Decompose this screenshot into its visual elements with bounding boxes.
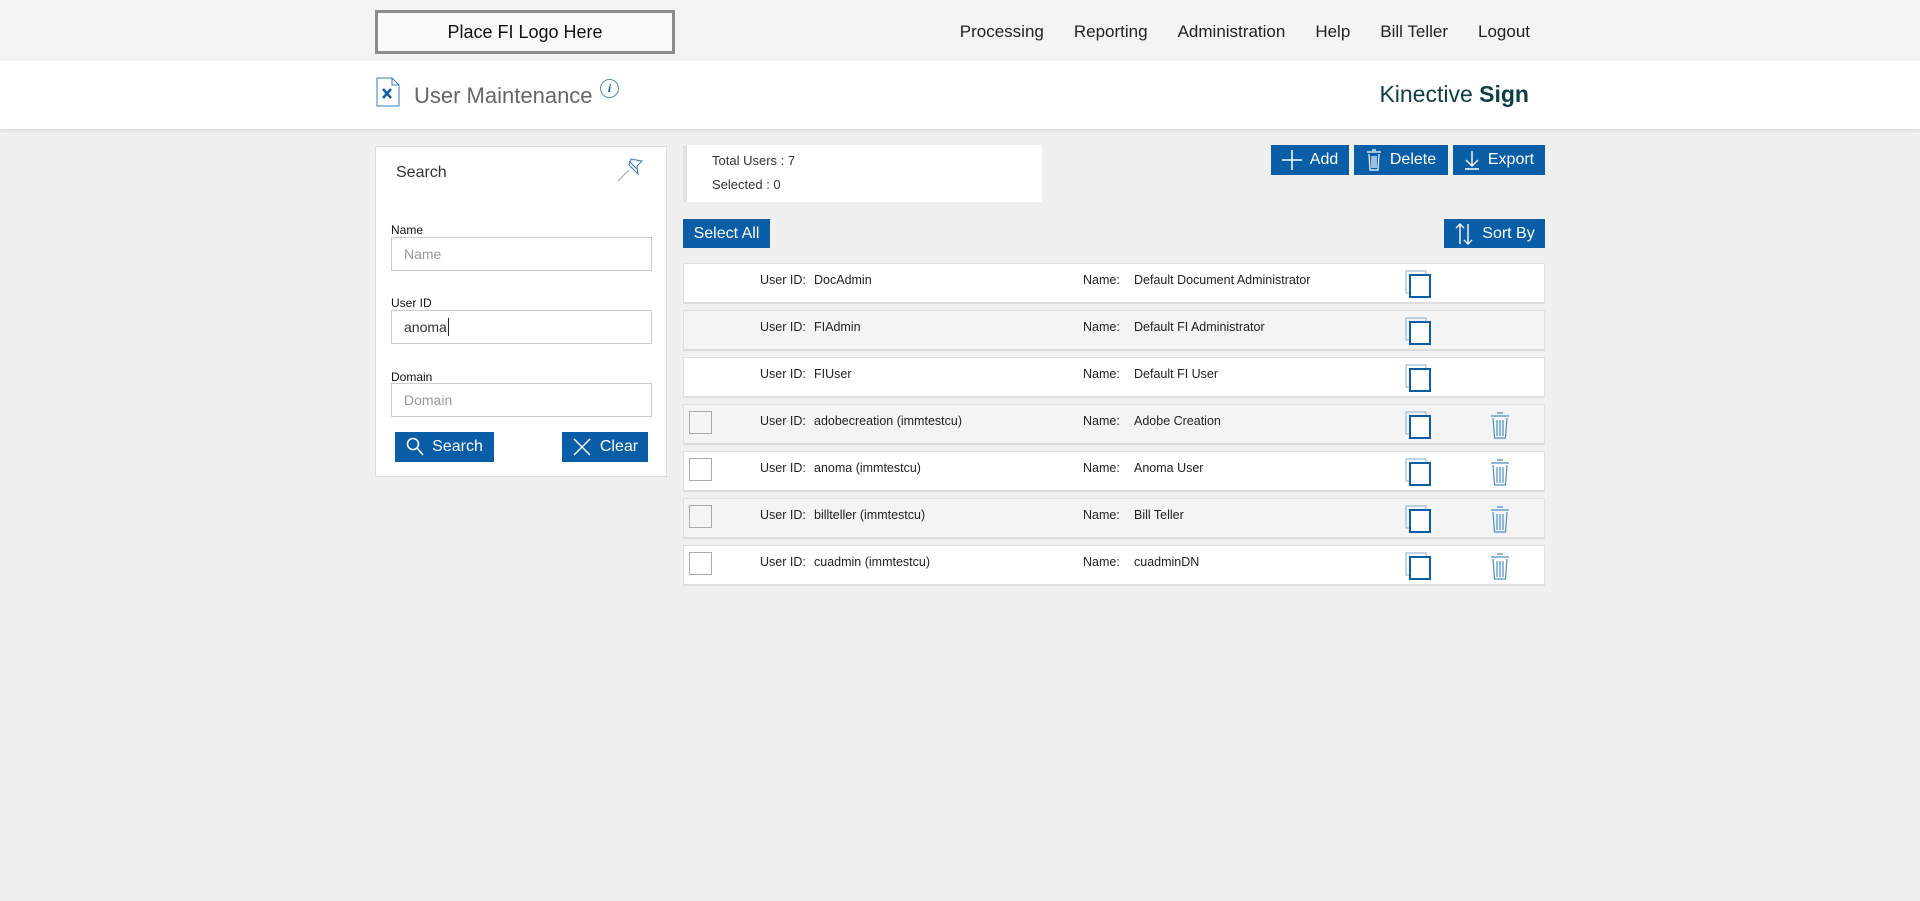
name-input[interactable]: Name xyxy=(391,237,652,271)
user-maintenance-icon xyxy=(376,77,400,107)
row-checkbox[interactable] xyxy=(689,505,712,528)
user-row[interactable]: User ID: adobecreation (immtestcu) Name: Ad… xyxy=(683,404,1545,445)
name-value: cuadminDN xyxy=(1134,555,1200,569)
trash-icon xyxy=(1366,149,1381,171)
userid-input[interactable]: anoma xyxy=(391,310,652,344)
search-button[interactable]: Search xyxy=(395,432,494,462)
user-id-value: FIUser xyxy=(814,367,852,381)
name-label: Name xyxy=(391,223,424,237)
name-label: Name: xyxy=(1083,320,1120,334)
nav-help[interactable]: Help xyxy=(1315,22,1351,41)
delete-user-icon[interactable] xyxy=(1490,459,1510,486)
copy-user-icon[interactable] xyxy=(1405,364,1431,392)
name-label: Name: xyxy=(1083,414,1120,428)
name-label: Name: xyxy=(1083,461,1120,475)
user-id-label: User ID: xyxy=(760,320,806,334)
search-icon xyxy=(406,437,424,456)
plus-icon xyxy=(1281,150,1302,170)
top-bar: Place FI Logo Here Processing Reporting … xyxy=(0,0,1920,61)
export-button[interactable]: Export xyxy=(1453,145,1545,175)
copy-user-icon[interactable] xyxy=(1405,317,1431,345)
name-value: Adobe Creation xyxy=(1134,414,1221,428)
user-summary: Total Users : 7 Selected : 0 xyxy=(683,145,1042,202)
info-icon[interactable]: i xyxy=(600,79,619,98)
name-label: Name: xyxy=(1083,555,1120,569)
user-id-value: FIAdmin xyxy=(814,320,861,334)
name-label: Name: xyxy=(1083,273,1120,287)
user-row[interactable]: User ID: FIUser Name: Default FI User xyxy=(683,357,1545,398)
user-row[interactable]: User ID: DocAdmin Name: Default Document Ad… xyxy=(683,263,1545,304)
row-checkbox[interactable] xyxy=(689,411,712,434)
search-panel: Search Name Name User ID anoma Domain Do… xyxy=(375,146,667,477)
user-id-label: User ID: xyxy=(760,414,806,428)
name-value: Default FI Administrator xyxy=(1134,320,1265,334)
fi-logo-placeholder: Place FI Logo Here xyxy=(375,10,675,54)
user-id-value: adobecreation (immtestcu) xyxy=(814,414,962,428)
page-title: User Maintenance xyxy=(414,83,593,108)
name-label: Name: xyxy=(1083,367,1120,381)
title-bar: User Maintenance i Kinective Sign xyxy=(0,61,1920,129)
user-id-value: DocAdmin xyxy=(814,273,872,287)
add-button[interactable]: Add xyxy=(1271,145,1349,175)
nav-reporting[interactable]: Reporting xyxy=(1073,22,1148,41)
user-row[interactable]: User ID: FIAdmin Name: Default FI Administr… xyxy=(683,310,1545,351)
total-users: Total Users : 7 xyxy=(712,153,796,168)
selected-count: Selected : 0 xyxy=(712,177,781,192)
copy-user-icon[interactable] xyxy=(1405,270,1431,298)
name-value: Default FI User xyxy=(1134,367,1219,381)
copy-user-icon[interactable] xyxy=(1405,411,1431,439)
name-value: Default Document Administrator xyxy=(1134,273,1311,287)
row-checkbox[interactable] xyxy=(689,552,712,575)
user-id-label: User ID: xyxy=(760,273,806,287)
user-id-value: anoma (immtestcu) xyxy=(814,461,921,475)
user-row[interactable]: User ID: billteller (immtestcu) Name: Bill … xyxy=(683,498,1545,539)
name-value: Bill Teller xyxy=(1134,508,1184,522)
user-id-value: billteller (immtestcu) xyxy=(814,508,926,522)
nav-processing[interactable]: Processing xyxy=(959,22,1044,41)
select-all-button[interactable]: Select All xyxy=(683,219,770,248)
close-icon xyxy=(573,438,591,456)
userid-label: User ID xyxy=(391,296,432,310)
user-id-label: User ID: xyxy=(760,555,806,569)
row-checkbox[interactable] xyxy=(689,458,712,481)
copy-user-icon[interactable] xyxy=(1405,552,1431,580)
user-id-label: User ID: xyxy=(760,508,806,522)
user-id-label: User ID: xyxy=(760,367,806,381)
name-label: Name: xyxy=(1083,508,1120,522)
nav-administration[interactable]: Administration xyxy=(1177,22,1286,41)
clear-button[interactable]: Clear xyxy=(562,432,648,462)
domain-input[interactable]: Domain xyxy=(391,383,652,417)
delete-user-icon[interactable] xyxy=(1490,553,1510,580)
user-id-label: User ID: xyxy=(760,461,806,475)
search-panel-title: Search xyxy=(396,164,447,181)
user-id-value: cuadmin (immtestcu) xyxy=(814,555,930,569)
user-row[interactable]: User ID: anoma (immtestcu) Name: Anoma User xyxy=(683,451,1545,492)
delete-button[interactable]: Delete xyxy=(1354,145,1448,175)
copy-user-icon[interactable] xyxy=(1405,505,1431,533)
pin-icon[interactable] xyxy=(616,155,646,183)
domain-label: Domain xyxy=(391,370,433,384)
name-value: Anoma User xyxy=(1134,461,1204,475)
copy-user-icon[interactable] xyxy=(1405,458,1431,486)
nav-user-menu[interactable]: Bill Teller xyxy=(1380,22,1448,41)
nav-logout[interactable]: Logout xyxy=(1478,22,1530,41)
main-nav: Processing Reporting Administration Help… xyxy=(960,22,1530,42)
delete-user-icon[interactable] xyxy=(1490,412,1510,439)
delete-user-icon[interactable] xyxy=(1490,506,1510,533)
sort-icon xyxy=(1455,222,1473,245)
user-row[interactable]: User ID: cuadmin (immtestcu) Name: cuadminD… xyxy=(683,545,1545,586)
brand-logo: Kinective Sign xyxy=(1379,81,1529,107)
sort-by-button[interactable]: Sort By xyxy=(1444,219,1545,248)
download-icon xyxy=(1464,151,1479,170)
